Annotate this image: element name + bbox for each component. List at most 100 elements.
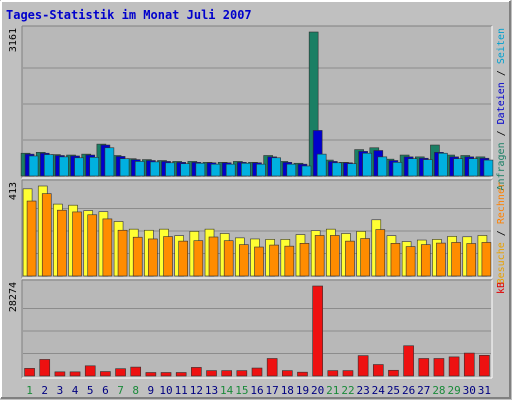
x-tick-label-9: 9 <box>148 384 155 397</box>
bar-kb-day-13 <box>206 370 217 377</box>
bar-seiten-day-27 <box>422 159 433 177</box>
bar-kb-day-7 <box>115 368 126 377</box>
x-tick-label-21: 21 <box>326 384 339 397</box>
bar-rechner-day-18 <box>284 245 295 277</box>
panel-top-max-label: 3161 <box>8 28 19 52</box>
x-tick-label-10: 10 <box>159 384 172 397</box>
bar-kb-day-2 <box>39 359 51 377</box>
x-tick-label-19: 19 <box>296 384 309 397</box>
x-tick-label-8: 8 <box>132 384 139 397</box>
x-tick-label-28: 28 <box>432 384 445 397</box>
x-tick-label-20: 20 <box>311 384 324 397</box>
x-tick-label-11: 11 <box>175 384 188 397</box>
bar-kb-day-24 <box>372 364 384 377</box>
panel-middle-legend-item-2: / <box>496 224 507 242</box>
bar-seiten-day-18 <box>286 163 297 177</box>
bar-rechner-day-28 <box>436 242 446 277</box>
bar-kb-day-14 <box>221 370 232 377</box>
panel-middle-legend: Besuche / Rechner <box>496 182 507 284</box>
x-tick-label-18: 18 <box>281 384 294 397</box>
bar-seiten-day-5 <box>89 157 100 177</box>
bar-kb-day-8 <box>130 366 142 377</box>
bar-seiten-day-9 <box>150 161 160 177</box>
bar-kb-day-28 <box>433 358 445 377</box>
x-tick-label-23: 23 <box>357 384 370 397</box>
bar-seiten-day-21 <box>332 162 342 177</box>
panel-bottom: 28274 kB <box>8 279 507 379</box>
bar-kb-day-27 <box>418 358 430 377</box>
x-tick-label-15: 15 <box>235 384 248 397</box>
bar-seiten-day-3 <box>59 156 69 177</box>
bar-kb-day-30 <box>463 352 475 377</box>
x-tick-label-12: 12 <box>190 384 203 397</box>
x-tick-label-25: 25 <box>387 384 400 397</box>
x-tick-label-26: 26 <box>402 384 415 397</box>
panel-bottom-max-label: 28274 <box>8 282 19 312</box>
bar-rechner-day-12 <box>193 240 204 277</box>
x-tick-label-24: 24 <box>372 384 386 397</box>
panel-middle-legend-item-3: Rechner <box>496 182 507 224</box>
bar-seiten-day-26 <box>407 158 418 177</box>
bar-rechner-day-27 <box>420 244 431 277</box>
x-tick-label-29: 29 <box>447 384 460 397</box>
bar-seiten-day-24 <box>377 156 388 177</box>
panel-middle-max-label: 413 <box>8 182 19 200</box>
bar-kb-day-20 <box>312 285 323 377</box>
bar-rechner-day-5 <box>87 214 98 277</box>
bar-seiten-day-7 <box>119 158 130 177</box>
bar-rechner-day-23 <box>360 238 370 277</box>
bar-seiten-day-22 <box>347 163 357 177</box>
bar-seiten-day-14 <box>225 163 236 177</box>
x-tick-label-1: 1 <box>26 384 33 397</box>
bar-seiten-day-4 <box>74 157 84 177</box>
chart-title: Tages-Statistik im Monat Juli 2007 <box>6 8 252 22</box>
bar-kb-day-22 <box>342 370 354 377</box>
bar-seiten-day-30 <box>468 158 479 177</box>
bar-rechner-day-4 <box>72 211 82 277</box>
bar-rechner-day-10 <box>163 236 173 277</box>
bar-kb-day-21 <box>327 370 339 377</box>
bar-rechner-day-8 <box>132 236 143 277</box>
bar-rechner-day-20 <box>314 235 325 277</box>
bar-rechner-day-31 <box>481 242 492 277</box>
bar-rechner-day-16 <box>254 246 264 277</box>
panel-top-legend-item-3: Dateien <box>496 82 507 124</box>
bar-kb-day-3 <box>54 371 66 377</box>
panel-bottom-legend: kB <box>496 282 507 294</box>
bar-seiten-day-8 <box>134 161 145 177</box>
bar-rechner-day-30 <box>466 243 477 277</box>
x-tick-label-2: 2 <box>41 384 48 397</box>
bar-kb-day-31 <box>479 355 490 377</box>
bar-kb-day-25 <box>388 369 399 377</box>
bar-rechner-day-19 <box>299 243 310 277</box>
bar-seiten-day-17 <box>271 157 281 177</box>
panel-middle: 413 Besuche / Rechner <box>8 179 507 284</box>
bar-rechner-day-17 <box>269 244 279 277</box>
x-tick-label-13: 13 <box>205 384 218 397</box>
bar-rechner-day-22 <box>345 240 355 277</box>
x-tick-label-17: 17 <box>266 384 279 397</box>
panel-middle-legend-item-1: Besuche <box>496 242 507 284</box>
bar-rechner-day-14 <box>223 240 234 277</box>
x-tick-label-31: 31 <box>478 384 491 397</box>
bar-seiten-day-10 <box>165 162 175 177</box>
panel-top-legend-item-4: / <box>496 64 507 82</box>
x-tick-label-27: 27 <box>417 384 430 397</box>
bar-rechner-day-2 <box>41 193 52 277</box>
bar-rechner-day-26 <box>405 246 416 277</box>
panel-top-legend-item-2: / <box>496 124 507 142</box>
x-tick-label-16: 16 <box>250 384 263 397</box>
bar-seiten-day-25 <box>392 162 403 177</box>
bar-seiten-day-11 <box>180 163 190 177</box>
bar-kb-day-5 <box>84 365 96 377</box>
x-tick-label-30: 30 <box>463 384 476 397</box>
bar-rechner-day-1 <box>26 200 37 277</box>
bar-seiten-day-20 <box>316 153 327 177</box>
bar-rechner-day-25 <box>390 243 401 277</box>
bar-rechner-day-3 <box>57 209 67 277</box>
x-axis-day-labels: 1 2 3 4 5 6 7 8 9 10 11 12 13 14 15 16 17 18 19 20 21 22 23 24 2… <box>26 384 491 397</box>
bar-kb-day-10 <box>160 372 172 377</box>
bar-seiten-day-23 <box>362 152 372 177</box>
bar-seiten-day-31 <box>483 159 494 177</box>
